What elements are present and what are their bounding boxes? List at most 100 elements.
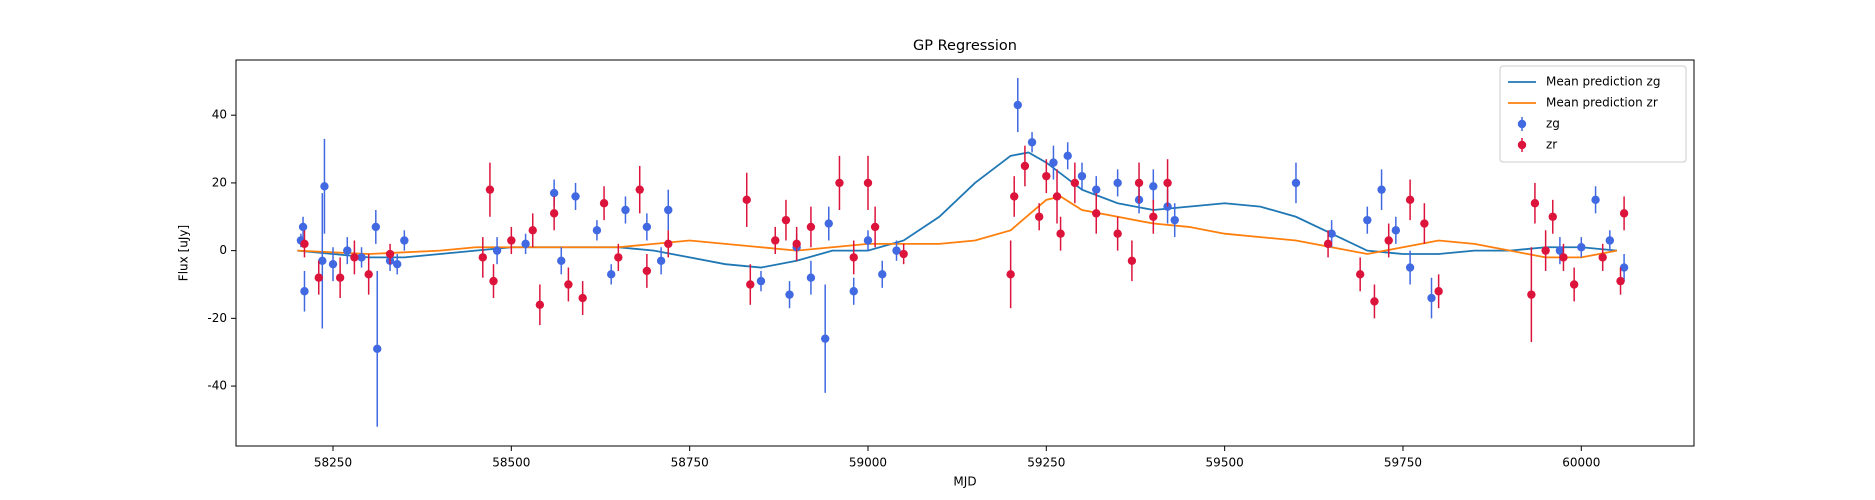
- point: [1384, 236, 1393, 245]
- point: [1070, 178, 1080, 188]
- point: [371, 222, 381, 232]
- x-tick-label: 58250: [314, 456, 352, 470]
- point: [578, 293, 587, 303]
- point: [335, 273, 345, 282]
- point: [1616, 276, 1625, 286]
- point: [664, 239, 673, 249]
- point: [1113, 229, 1122, 238]
- point: [385, 249, 395, 259]
- point: [571, 192, 580, 201]
- point: [1049, 158, 1058, 167]
- point: [1555, 246, 1565, 255]
- point: [1370, 297, 1379, 306]
- point: [899, 249, 908, 259]
- x-tick-label: 59250: [1027, 456, 1065, 470]
- legend-marker: [1517, 119, 1527, 129]
- point: [806, 222, 816, 232]
- point: [756, 276, 766, 286]
- y-tick-label: 0: [219, 243, 227, 257]
- point: [1027, 138, 1037, 147]
- point: [1052, 192, 1062, 201]
- point: [318, 256, 327, 265]
- point: [1598, 253, 1607, 262]
- point: [350, 253, 359, 262]
- point: [1577, 243, 1586, 252]
- point: [557, 256, 566, 265]
- point: [592, 226, 602, 235]
- y-tick-label: 40: [212, 108, 227, 122]
- point: [373, 344, 382, 354]
- point: [1170, 215, 1179, 225]
- point: [742, 195, 751, 205]
- point: [535, 300, 545, 310]
- x-tick-label: 59750: [1384, 456, 1422, 470]
- point: [1591, 195, 1600, 205]
- x-tick-label: 58750: [671, 456, 709, 470]
- point: [521, 239, 530, 249]
- x-tick-label: 59000: [849, 456, 887, 470]
- y-tick-label: -40: [207, 379, 227, 393]
- y-axis-label: Flux [uJy]: [177, 225, 191, 281]
- point: [1006, 270, 1015, 279]
- point: [1163, 178, 1172, 188]
- point: [1391, 226, 1401, 235]
- point: [1323, 239, 1333, 249]
- legend-label: Mean prediction zg: [1546, 75, 1660, 89]
- point: [298, 222, 308, 232]
- point: [878, 270, 887, 279]
- point: [771, 236, 780, 245]
- point: [1405, 263, 1415, 272]
- point: [820, 334, 830, 343]
- point: [1377, 185, 1386, 194]
- point: [1034, 212, 1044, 221]
- point: [1010, 192, 1019, 201]
- point: [1020, 161, 1030, 171]
- point: [664, 205, 673, 215]
- x-tick-label: 58500: [492, 456, 530, 470]
- point: [1605, 236, 1615, 245]
- point: [785, 290, 794, 299]
- point: [1327, 229, 1336, 238]
- point: [1548, 212, 1557, 221]
- legend-label: zg: [1546, 117, 1560, 131]
- point: [314, 273, 323, 282]
- point: [300, 239, 309, 249]
- point: [1134, 178, 1144, 188]
- point: [343, 246, 352, 255]
- point: [863, 236, 873, 245]
- legend-label: zr: [1546, 138, 1557, 152]
- point: [1077, 171, 1087, 181]
- point: [564, 280, 573, 289]
- point: [870, 222, 880, 232]
- point: [849, 253, 858, 262]
- point: [1619, 263, 1629, 272]
- legend-label: Mean prediction zr: [1546, 96, 1658, 110]
- point: [1063, 151, 1072, 161]
- point: [1056, 229, 1065, 238]
- point: [1527, 290, 1536, 299]
- point: [1355, 270, 1365, 279]
- point: [300, 287, 309, 296]
- point: [1149, 182, 1158, 191]
- point: [507, 236, 516, 245]
- point: [393, 259, 402, 269]
- plot-frame: [235, 59, 1695, 447]
- point: [1434, 287, 1443, 296]
- point: [835, 178, 844, 188]
- point: [1149, 212, 1158, 221]
- point: [328, 259, 338, 269]
- point: [528, 226, 537, 235]
- point: [1092, 209, 1101, 218]
- point: [1569, 280, 1579, 289]
- point: [621, 205, 630, 215]
- mean-line: [297, 195, 1618, 259]
- point: [320, 182, 329, 191]
- point: [642, 222, 652, 232]
- point: [1363, 215, 1372, 225]
- point: [642, 266, 652, 276]
- point: [1405, 195, 1415, 205]
- point: [614, 253, 623, 262]
- plot-area: [296, 77, 1629, 427]
- point: [1013, 100, 1022, 110]
- point: [489, 276, 498, 286]
